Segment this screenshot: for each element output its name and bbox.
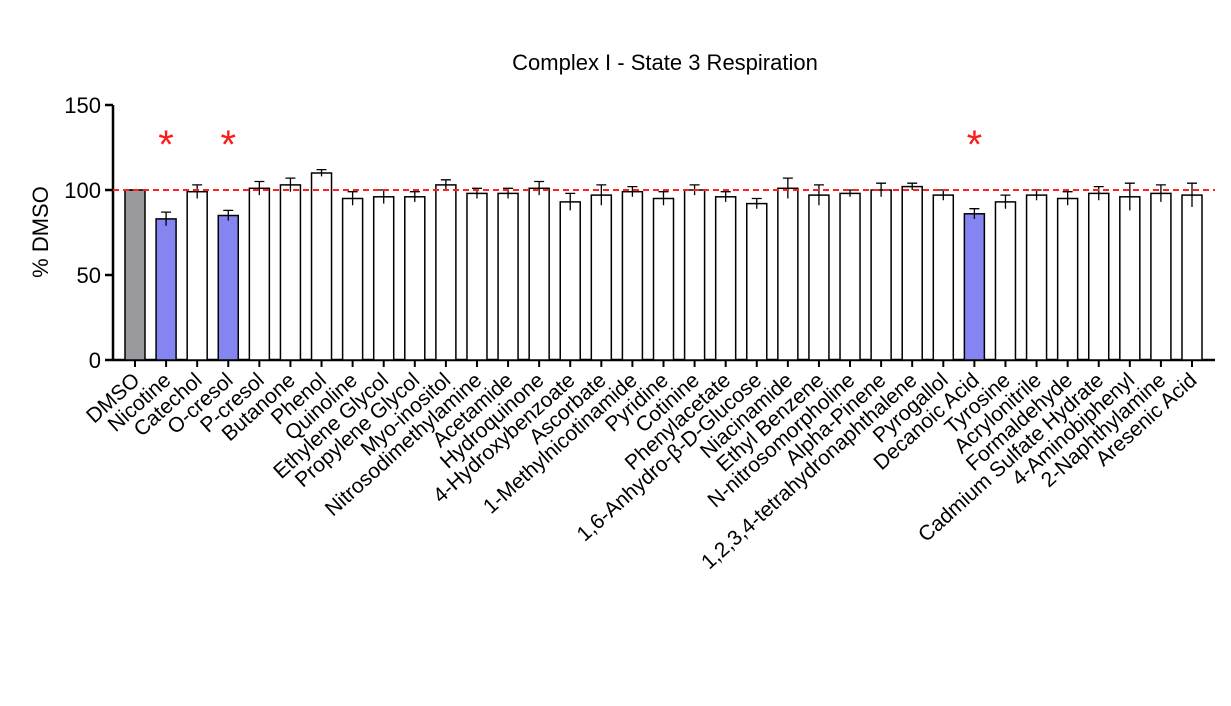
bar xyxy=(777,187,799,361)
error-bar xyxy=(223,209,234,221)
bar xyxy=(901,185,923,361)
error-bar xyxy=(813,184,824,206)
bar xyxy=(808,194,830,361)
bar xyxy=(310,172,333,361)
error-bar xyxy=(565,192,576,211)
bar xyxy=(963,213,986,361)
bar xyxy=(870,189,892,361)
bar xyxy=(528,187,550,361)
error-bar xyxy=(409,191,420,202)
bar xyxy=(932,194,955,361)
bar xyxy=(683,189,706,361)
error-bar xyxy=(627,185,638,197)
bar xyxy=(1119,196,1141,361)
bar xyxy=(590,194,613,361)
error-bar xyxy=(1093,185,1104,201)
y-axis-label: % DMSO xyxy=(28,186,53,278)
chart-title: Complex I - State 3 Respiration xyxy=(512,50,818,75)
error-bar xyxy=(1187,182,1197,207)
bar xyxy=(186,190,208,361)
bar xyxy=(279,184,302,361)
error-bar xyxy=(720,191,731,202)
bar xyxy=(217,214,240,361)
error-bar xyxy=(254,180,265,196)
error-bar xyxy=(1124,182,1135,211)
bar xyxy=(1056,197,1079,361)
significance-marker: * xyxy=(220,123,236,167)
bar xyxy=(497,192,519,361)
error-bar xyxy=(751,197,762,209)
error-bar xyxy=(534,180,545,196)
bar xyxy=(466,192,488,361)
bar xyxy=(652,197,675,361)
error-bar xyxy=(658,191,669,206)
error-bar xyxy=(969,208,980,219)
bar xyxy=(124,189,146,361)
bar xyxy=(155,218,177,361)
bar xyxy=(1087,192,1110,361)
bar xyxy=(839,192,861,361)
error-bar xyxy=(1155,184,1166,202)
bar xyxy=(746,202,768,361)
y-tick-label: 100 xyxy=(64,178,101,203)
y-tick-label: 0 xyxy=(89,348,101,373)
bar xyxy=(1150,192,1172,361)
error-bar xyxy=(876,182,887,197)
bar xyxy=(248,187,271,361)
bar xyxy=(435,184,457,361)
error-bar xyxy=(596,184,607,206)
error-bar xyxy=(1062,191,1073,206)
bar xyxy=(559,201,581,361)
bar xyxy=(372,196,395,361)
bar xyxy=(621,190,644,361)
bar xyxy=(404,196,426,361)
error-bar xyxy=(1000,194,1011,209)
error-bar xyxy=(782,177,793,199)
error-bar xyxy=(192,184,203,199)
bar xyxy=(1181,194,1203,361)
bar xyxy=(1025,194,1048,361)
error-bar xyxy=(347,191,358,206)
error-bar xyxy=(316,168,327,177)
error-bar xyxy=(161,211,172,226)
y-tick-label: 150 xyxy=(64,93,101,118)
y-tick-label: 50 xyxy=(77,263,101,288)
bar xyxy=(714,196,737,361)
bar xyxy=(341,197,364,361)
bar xyxy=(994,201,1017,361)
error-bar xyxy=(907,182,918,190)
significance-marker: * xyxy=(967,123,983,167)
error-bar xyxy=(440,179,451,190)
error-bar xyxy=(285,177,296,192)
significance-marker: * xyxy=(158,123,174,167)
